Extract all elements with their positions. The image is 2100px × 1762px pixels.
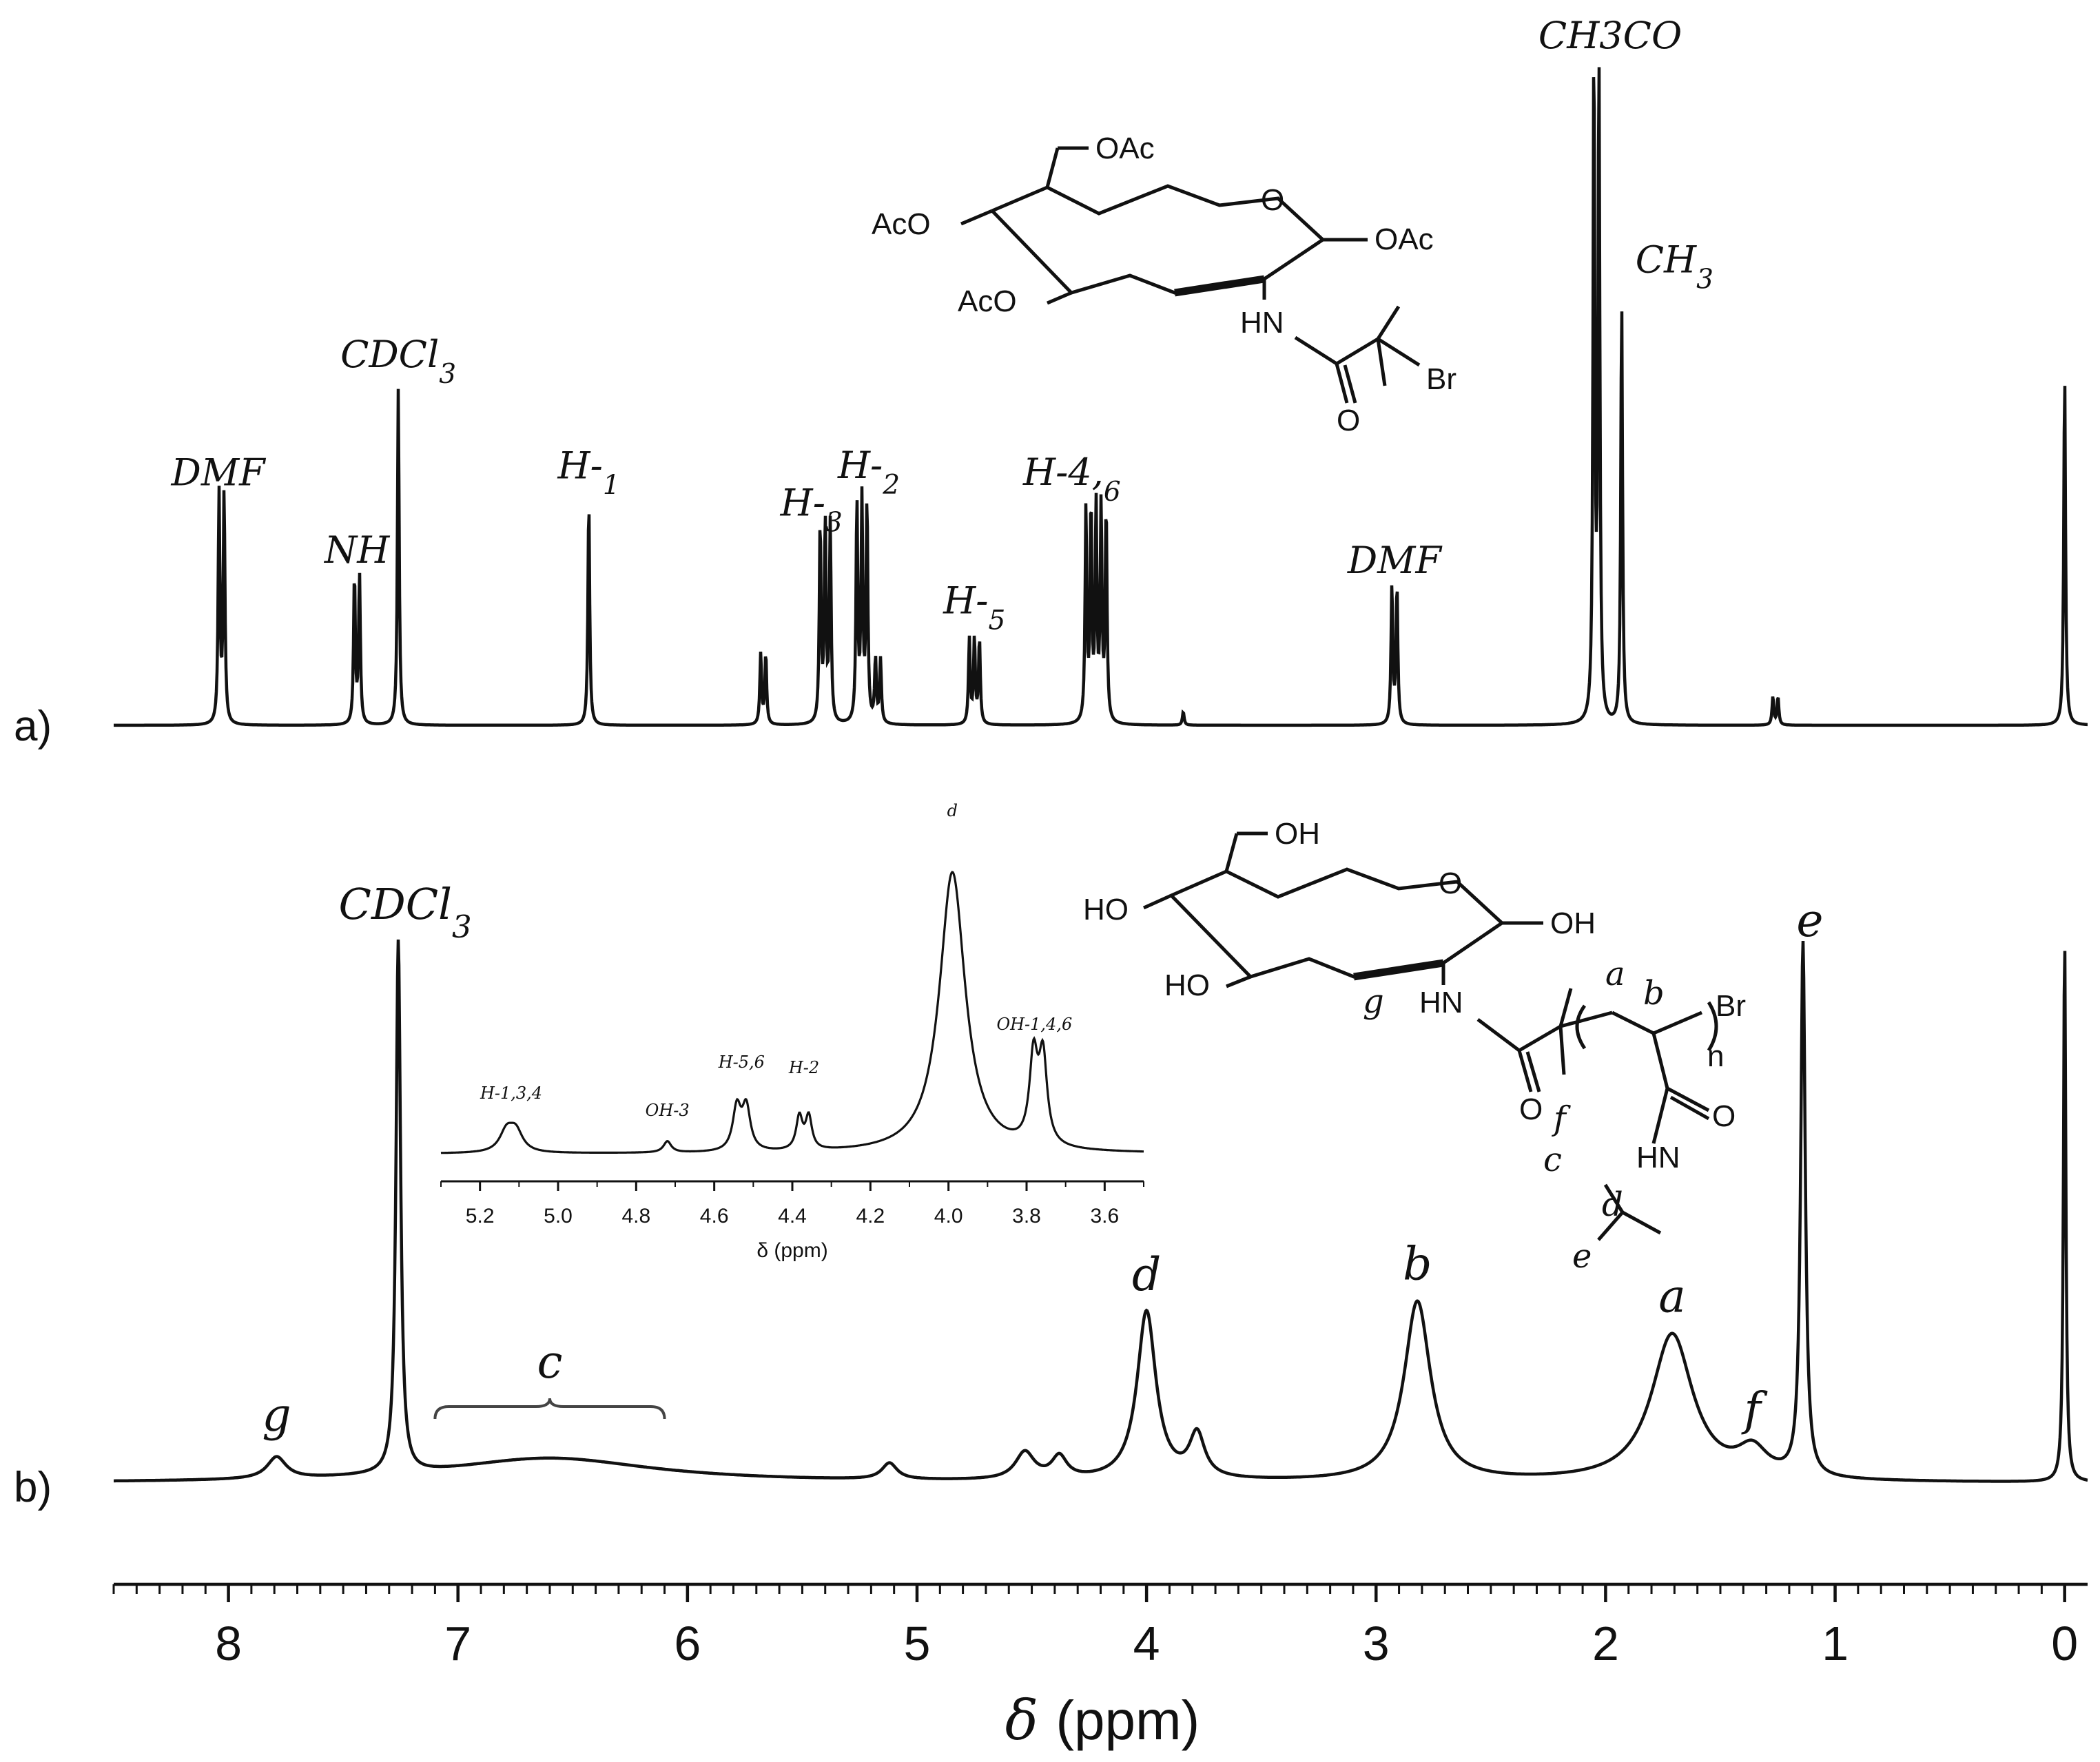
struct-b-letter: a bbox=[1605, 955, 1625, 993]
struct-b-label: n bbox=[1707, 1039, 1724, 1073]
panel-label-b: b) bbox=[14, 1464, 52, 1511]
struct-b-label: HN bbox=[1636, 1141, 1680, 1174]
structure-b-labels: OH HO HO OH O HN O O HN Br n g a b f c d… bbox=[1083, 817, 1746, 1276]
inset-peak-label: d bbox=[947, 801, 958, 820]
peak-label-a: CH3 bbox=[1636, 238, 1713, 296]
peak-label-b: f bbox=[1740, 1383, 1768, 1436]
x-axis-tick-label: 7 bbox=[444, 1617, 471, 1670]
peak-label-a: NH bbox=[323, 528, 390, 572]
struct-b-label: O bbox=[1439, 867, 1462, 900]
x-axis-label: δ (ppm) bbox=[1005, 1688, 1200, 1752]
peak-label-a: H-3 bbox=[780, 481, 843, 539]
inset-peak-label: OH-1,4,6 bbox=[996, 1015, 1072, 1034]
struct-b-label: HO bbox=[1083, 893, 1129, 926]
panel-label-a: a) bbox=[14, 703, 52, 750]
inset-x-tick-label: 5.0 bbox=[544, 1205, 573, 1227]
struct-a-label: OAc bbox=[1095, 132, 1155, 165]
structure-a-labels: OAc AcO AcO OAc O HN O Br bbox=[872, 132, 1456, 437]
peak-label-a: CH3CO bbox=[1538, 14, 1682, 57]
struct-a-label: O bbox=[1337, 404, 1360, 437]
x-axis-tick-label: 4 bbox=[1133, 1617, 1160, 1670]
peak-label-a: H-4,6 bbox=[1022, 450, 1121, 508]
x-axis-tick-label: 2 bbox=[1592, 1617, 1619, 1670]
struct-b-label: O bbox=[1712, 1099, 1736, 1133]
x-axis-tick-label: 5 bbox=[904, 1617, 931, 1670]
inset-peak-label: H-1,3,4 bbox=[480, 1084, 542, 1103]
inset-x-tick-label: 4.2 bbox=[856, 1205, 885, 1227]
peak-label-a: DMF bbox=[1347, 539, 1443, 582]
peak-label-b: d bbox=[1132, 1248, 1161, 1301]
inset-x-tick-label: 3.8 bbox=[1012, 1205, 1041, 1227]
peak-label-a: H-5 bbox=[943, 579, 1005, 636]
struct-a-label: Br bbox=[1426, 362, 1456, 396]
struct-b-letter: d bbox=[1602, 1185, 1623, 1224]
x-axis-tick-label: 1 bbox=[1822, 1617, 1849, 1670]
struct-b-letter: b bbox=[1643, 974, 1665, 1013]
x-axis-tick-label: 8 bbox=[215, 1617, 242, 1670]
struct-a-label: AcO bbox=[958, 284, 1017, 318]
inset-peak-label: H-2 bbox=[788, 1058, 819, 1077]
peak-label-a: DMF bbox=[171, 451, 267, 495]
peak-label-a: H-1 bbox=[557, 444, 620, 501]
struct-b-letter: c bbox=[1543, 1141, 1562, 1179]
struct-b-letter: f bbox=[1552, 1099, 1571, 1138]
struct-b-letter: e bbox=[1572, 1237, 1592, 1276]
x-axis-tick-label: 3 bbox=[1363, 1617, 1390, 1670]
inset-x-tick-label: 4.8 bbox=[621, 1205, 650, 1227]
struct-a-label: OAc bbox=[1375, 222, 1434, 256]
inset-x-axis-label: δ (ppm) bbox=[756, 1239, 827, 1262]
peak-label-b: a bbox=[1658, 1270, 1685, 1323]
peak-label-b: c bbox=[537, 1336, 562, 1389]
main-x-axis: 8 7 6 5 4 3 2 1 0 δ (ppm) bbox=[112, 1582, 2088, 1752]
spectrum-a-trace bbox=[114, 67, 2088, 727]
peak-label-b: g bbox=[262, 1388, 291, 1441]
peak-label-a: CDCl3 bbox=[340, 333, 456, 390]
inset-x-tick-label: 3.6 bbox=[1090, 1205, 1119, 1227]
struct-a-label: AcO bbox=[872, 207, 931, 241]
struct-a-label: O bbox=[1261, 183, 1284, 217]
inset-peak-label: OH-3 bbox=[646, 1101, 690, 1120]
bracket-c bbox=[433, 1398, 666, 1420]
structure-b bbox=[1142, 831, 1718, 1241]
peak-label-b: CDCl3 bbox=[339, 879, 472, 945]
x-axis-tick-label: 6 bbox=[674, 1617, 701, 1670]
inset-spectrum: 5.2 5.0 4.8 4.6 4.4 4.2 4.0 3.8 3.6 δ (ppm) H-1,3,… bbox=[440, 801, 1144, 1262]
peak-label-a: H-2 bbox=[837, 444, 900, 501]
peak-label-b: e bbox=[1796, 894, 1823, 947]
spectrum-a: DMF NH CDCl3 H-1 H-3H-2 H-5 H-4,6 DMF CH3CO CH3 a) bbox=[14, 14, 2088, 750]
structure-a bbox=[960, 146, 1421, 404]
inset-peak-label: H-5,6 bbox=[718, 1053, 765, 1072]
peak-label-b: b bbox=[1403, 1237, 1432, 1290]
inset-trace bbox=[440, 871, 1144, 1154]
inset-x-tick-label: 4.0 bbox=[934, 1205, 963, 1227]
struct-b-label: OH bbox=[1550, 906, 1596, 940]
inset-x-tick-label: 4.6 bbox=[700, 1205, 729, 1227]
struct-a-label: HN bbox=[1240, 306, 1284, 340]
struct-b-label: OH bbox=[1275, 817, 1320, 851]
spectrum-b-trace bbox=[114, 940, 2088, 1483]
x-axis-tick-label: 0 bbox=[2051, 1617, 2078, 1670]
struct-b-label: HN bbox=[1419, 986, 1463, 1019]
inset-x-tick-label: 4.4 bbox=[778, 1205, 807, 1227]
inset-x-tick-label: 5.2 bbox=[466, 1205, 495, 1227]
struct-b-label: HO bbox=[1164, 968, 1210, 1002]
struct-b-label: Br bbox=[1716, 989, 1746, 1023]
struct-b-letter: g bbox=[1363, 982, 1384, 1021]
struct-b-label: O bbox=[1519, 1092, 1543, 1126]
